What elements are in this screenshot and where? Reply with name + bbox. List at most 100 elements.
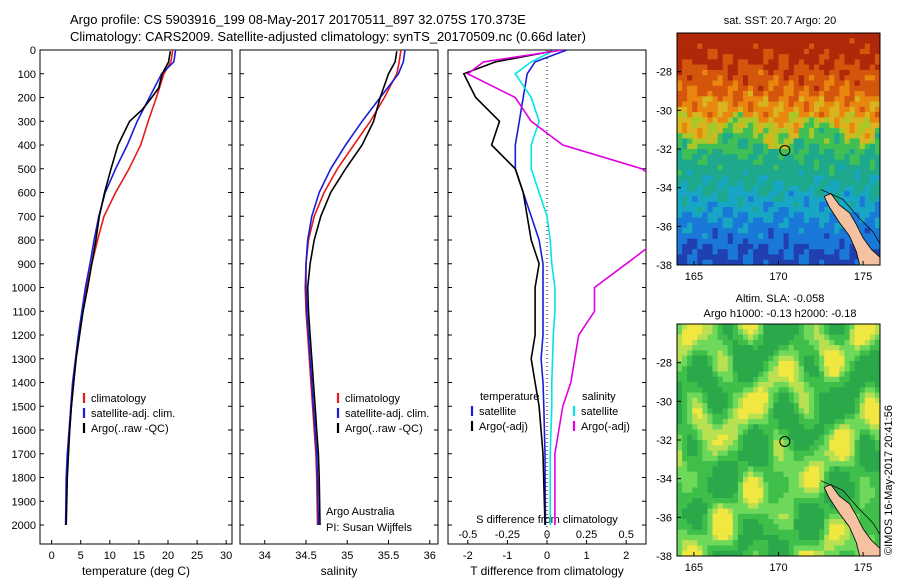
map-cell <box>859 133 866 139</box>
map-cell <box>722 249 729 255</box>
map-cell <box>849 154 856 160</box>
map-cell <box>824 508 830 515</box>
map-cell <box>768 75 774 81</box>
map-cell <box>783 450 790 457</box>
map-cell <box>793 487 800 494</box>
map-cell <box>677 450 683 457</box>
map-cell <box>717 339 724 346</box>
map-cell <box>839 392 845 399</box>
map-cell <box>707 64 713 71</box>
map-cell <box>732 403 739 409</box>
map-cell <box>742 382 749 388</box>
map-cell <box>737 64 744 71</box>
map-cell <box>778 43 784 50</box>
map-cell <box>864 387 871 393</box>
map-cell <box>859 64 866 71</box>
map-cell <box>737 217 744 224</box>
map-cell <box>814 207 820 213</box>
map-cell <box>793 513 800 520</box>
map-cell <box>768 154 774 160</box>
map-cell <box>707 482 713 488</box>
map-cell <box>692 191 698 197</box>
map-cell <box>778 185 784 192</box>
map-cell <box>864 492 871 499</box>
map-cell <box>839 371 845 378</box>
map-cell <box>849 403 856 409</box>
map-cell <box>712 550 718 557</box>
map-cell <box>869 69 876 76</box>
map-cell <box>682 503 688 509</box>
map-cell <box>869 127 876 134</box>
map-cell <box>707 450 713 457</box>
map-cell <box>869 149 876 155</box>
map-cell <box>687 217 693 224</box>
map-cell <box>788 106 795 113</box>
map-cell <box>849 387 856 393</box>
map-cell <box>859 339 866 346</box>
map-cell <box>712 450 718 457</box>
map-cell <box>687 371 693 378</box>
map-cell <box>859 91 866 97</box>
map-cell <box>793 387 800 393</box>
map-cell <box>763 201 769 208</box>
map-cell <box>692 440 698 446</box>
map-cell <box>839 376 845 383</box>
map-cell <box>717 222 724 229</box>
x-tick-label: 30 <box>220 550 232 562</box>
map-cell <box>677 445 683 451</box>
map-cell <box>829 243 835 250</box>
map-cell <box>702 201 708 208</box>
map-cell <box>859 159 866 166</box>
map-cell <box>677 334 683 341</box>
map-cell <box>768 445 774 451</box>
map-cell <box>737 366 744 372</box>
map-cell <box>793 366 800 372</box>
map-cell <box>874 498 881 504</box>
map-cell <box>768 524 774 531</box>
map-cell <box>692 413 698 420</box>
map-cell <box>727 75 734 81</box>
map-cell <box>839 154 845 160</box>
map-cell <box>753 413 759 420</box>
map-cell <box>692 159 698 166</box>
map-cell <box>819 339 825 346</box>
map-cell <box>682 217 688 224</box>
map-cell <box>737 376 744 383</box>
map-cell <box>682 59 688 66</box>
map-cell <box>722 106 729 113</box>
map-cell <box>829 376 835 383</box>
map-cell <box>682 175 688 182</box>
map-cell <box>742 455 749 462</box>
map-cell <box>717 33 724 39</box>
x-tick-label-s: -0.5 <box>458 529 477 541</box>
map-cell <box>682 91 688 97</box>
map-cell <box>722 397 729 404</box>
map-cell <box>864 455 871 462</box>
map-cell <box>712 487 718 494</box>
map-cell <box>692 334 698 341</box>
map-cell <box>697 249 703 255</box>
map-cell <box>712 498 718 504</box>
map-cell <box>753 75 759 81</box>
map-cell <box>788 38 795 44</box>
map-cell <box>829 466 835 473</box>
map-cell <box>829 534 835 541</box>
map-cell <box>717 350 724 357</box>
map-cell <box>758 455 764 462</box>
map-cell <box>788 143 795 150</box>
map-cell <box>758 85 764 92</box>
map-cell <box>844 149 850 155</box>
map-cell <box>687 434 693 441</box>
map-cell <box>712 339 718 346</box>
map-cell <box>742 519 749 525</box>
map-cell <box>737 59 744 66</box>
map-cell <box>844 345 850 351</box>
map-cell <box>773 429 779 436</box>
map-cell <box>687 355 693 362</box>
map-cell <box>773 550 779 557</box>
map-cell <box>773 345 779 351</box>
map-cell <box>737 133 744 139</box>
map-cell <box>793 392 800 399</box>
map-cell <box>819 254 825 261</box>
map-cell <box>758 403 764 409</box>
